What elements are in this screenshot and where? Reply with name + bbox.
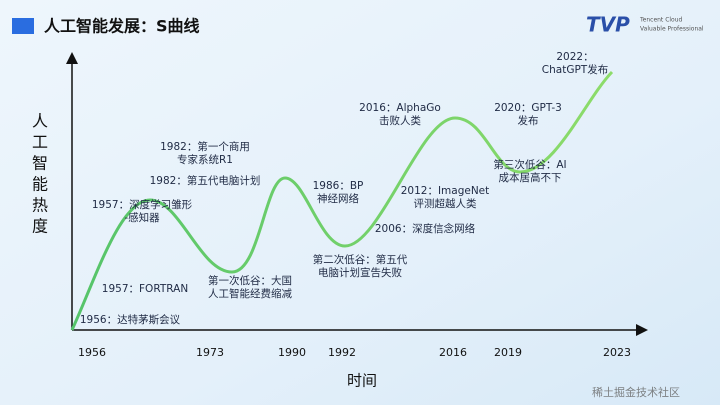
annotation: 1957：FORTRAN xyxy=(102,283,188,295)
annotation: 2006：深度信念网络 xyxy=(375,222,476,235)
annotation: 第三次低谷：AI xyxy=(493,158,566,171)
annotation: 神经网络 xyxy=(317,192,359,205)
annotation: 2020：GPT-3 xyxy=(494,102,562,114)
annotation: 成本居高不下 xyxy=(499,171,562,184)
annotation: 专家系统R1 xyxy=(177,153,233,166)
annotation: 评测超越人类 xyxy=(414,197,477,210)
y-axis-label: 度 xyxy=(32,217,48,236)
y-axis-label: 能 xyxy=(32,175,48,194)
title: 人工智能发展：S曲线 xyxy=(44,17,200,36)
x-tick-label: 1992 xyxy=(328,346,356,359)
y-axis-label: 智 xyxy=(32,154,48,173)
x-axis-label: 时间 xyxy=(347,372,377,390)
annotation: 第一次低谷：大国 xyxy=(208,274,292,287)
annotation: 1957：深度学习雏形 xyxy=(92,198,193,211)
annotation: 1982：第一个商用 xyxy=(160,140,250,153)
x-tick-label: 1973 xyxy=(196,346,224,359)
logo: TVP xyxy=(586,13,630,37)
title-icon xyxy=(12,18,34,34)
x-tick-label: 2019 xyxy=(494,346,522,359)
x-tick-label: 2023 xyxy=(603,346,631,359)
watermark: 稀土掘金技术社区 xyxy=(592,385,680,399)
annotation: 1956：达特茅斯会议 xyxy=(80,313,181,326)
x-tick-label: 1990 xyxy=(278,346,306,359)
y-axis-label: 热 xyxy=(32,196,48,215)
annotation: 人工智能经费缩减 xyxy=(208,287,292,300)
logo-sub: Tencent Cloud xyxy=(639,17,683,24)
s-curve xyxy=(70,70,614,331)
y-axis-label: 工 xyxy=(32,133,48,152)
annotation: 击败人类 xyxy=(379,114,421,127)
annotation: 1982：第五代电脑计划 xyxy=(150,174,261,187)
annotation: 2022： xyxy=(556,51,593,63)
annotation: 第二次低谷：第五代 xyxy=(313,253,408,266)
x-tick-label: 1956 xyxy=(78,346,106,359)
annotation: 发布 xyxy=(518,114,539,127)
annotation: -感知器 xyxy=(124,211,160,224)
annotation: ChatGPT发布 xyxy=(542,63,608,76)
x-tick-label: 2016 xyxy=(439,346,467,359)
annotation: 1986：BP xyxy=(313,180,364,192)
logo-sub: Valuable Professional xyxy=(640,26,704,33)
annotation: 2016：AlphaGo xyxy=(359,102,441,114)
annotation: 电脑计划宣告失败 xyxy=(318,266,402,279)
annotation: 2012：ImageNet xyxy=(401,185,490,197)
y-axis-label: 人 xyxy=(32,112,48,131)
